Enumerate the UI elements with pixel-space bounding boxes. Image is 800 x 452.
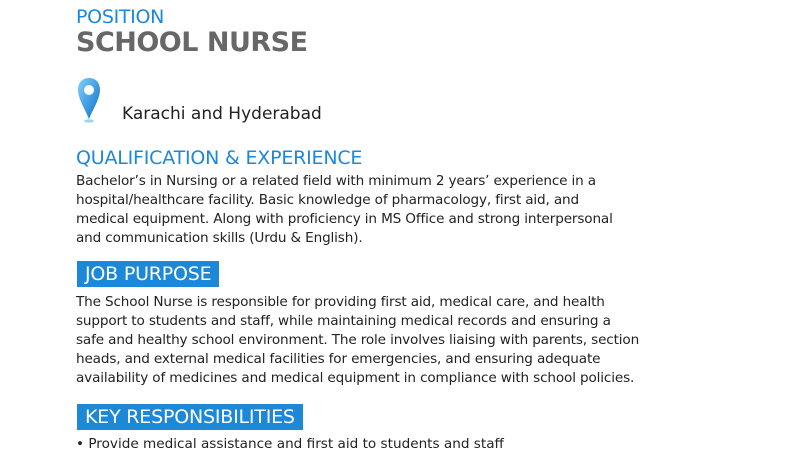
position-label: POSITION (76, 6, 165, 28)
text-line: medical equipment. Along with proficienc… (76, 211, 613, 227)
text-line: support to students and staff, while mai… (76, 313, 611, 329)
map-pin-icon (78, 78, 100, 123)
position-title: SCHOOL NURSE (76, 27, 308, 58)
text-line: safe and healthy school environment. The… (76, 332, 640, 348)
key-responsibilities-heading: KEY RESPONSIBILITIES (77, 404, 303, 430)
text-line: The School Nurse is responsible for prov… (76, 294, 605, 310)
location-text: Karachi and Hyderabad (122, 104, 322, 124)
qualification-heading: QUALIFICATION & EXPERIENCE (76, 147, 363, 169)
text-line: heads, and external medical facilities f… (76, 351, 601, 367)
text-line: and communication skills (Urdu & English… (76, 230, 363, 246)
text-line: availability of medicines and medical eq… (76, 370, 635, 386)
qualification-text: Bachelor’s in Nursing or a related field… (76, 172, 716, 248)
responsibility-item: • Provide medical assistance and first a… (76, 436, 504, 452)
text-line: Bachelor’s in Nursing or a related field… (76, 173, 596, 189)
job-purpose-heading: JOB PURPOSE (77, 261, 220, 287)
text-line: hospital/healthcare facility. Basic know… (76, 192, 579, 208)
job-purpose-text: The School Nurse is responsible for prov… (76, 293, 716, 388)
